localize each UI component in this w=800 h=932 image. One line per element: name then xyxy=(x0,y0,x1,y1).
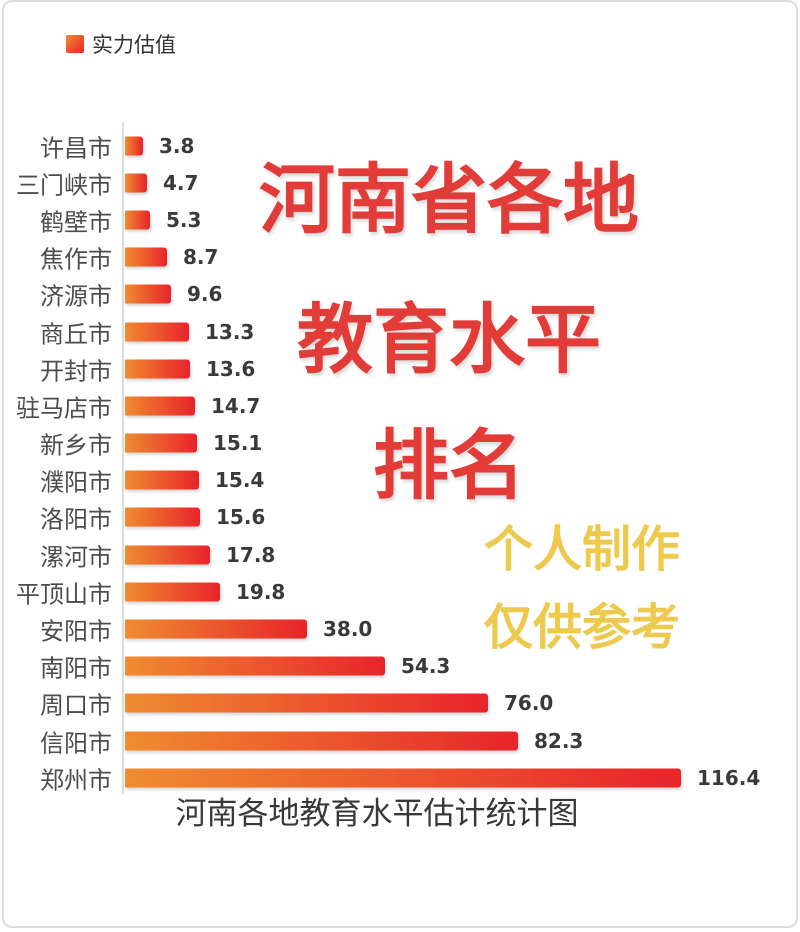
bar xyxy=(125,656,385,676)
value-label: 8.7 xyxy=(183,245,219,270)
bar xyxy=(125,731,518,751)
value-label: 15.6 xyxy=(216,505,266,530)
city-label: 许昌市 xyxy=(40,134,112,163)
bar xyxy=(125,322,189,342)
chart-row: 南阳市 54.3 xyxy=(4,648,796,685)
city-label: 焦作市 xyxy=(40,245,112,274)
chart-row: 洛阳市 15.6 xyxy=(4,499,796,536)
value-label: 4.7 xyxy=(163,170,199,195)
bar xyxy=(125,359,190,379)
bar xyxy=(125,247,167,267)
y-axis-line xyxy=(122,122,124,794)
value-label: 17.8 xyxy=(226,542,276,567)
chart-row: 安阳市 38.0 xyxy=(4,610,796,647)
bar xyxy=(125,470,199,490)
city-label: 新乡市 xyxy=(40,431,112,460)
chart-row: 平顶山市 19.8 xyxy=(4,573,796,610)
chart-row: 三门峡市 4.7 xyxy=(4,164,796,201)
city-label: 南阳市 xyxy=(40,654,112,683)
value-label: 15.1 xyxy=(213,431,263,456)
city-label: 驻马店市 xyxy=(16,394,112,423)
value-label: 5.3 xyxy=(166,207,202,232)
city-label: 漯河市 xyxy=(40,543,112,572)
chart-row: 许昌市 3.8 xyxy=(4,127,796,164)
chart-row: 鹤壁市 5.3 xyxy=(4,201,796,238)
city-label: 安阳市 xyxy=(40,617,112,646)
bar xyxy=(125,693,488,713)
city-label: 济源市 xyxy=(40,282,112,311)
bar xyxy=(125,210,150,230)
city-label: 郑州市 xyxy=(40,766,112,795)
value-label: 13.3 xyxy=(205,319,255,344)
value-label: 54.3 xyxy=(401,654,451,679)
bar xyxy=(125,396,195,416)
bar xyxy=(125,136,143,156)
bar xyxy=(125,173,147,193)
chart-rows: 许昌市 3.8 三门峡市 4.7 鹤壁市 5.3 焦作市 8.7 济源市 9.6… xyxy=(4,127,796,796)
bar xyxy=(125,582,220,602)
chart-row: 新乡市 15.1 xyxy=(4,425,796,462)
value-label: 76.0 xyxy=(504,691,554,716)
chart-row: 济源市 9.6 xyxy=(4,276,796,313)
chart-row: 漯河市 17.8 xyxy=(4,536,796,573)
legend: 实力估值 xyxy=(66,29,176,59)
value-label: 9.6 xyxy=(187,282,223,307)
value-label: 13.6 xyxy=(206,356,256,381)
city-label: 开封市 xyxy=(40,357,112,386)
value-label: 14.7 xyxy=(211,393,261,418)
value-label: 82.3 xyxy=(534,728,584,753)
value-label: 15.4 xyxy=(215,468,265,493)
bar xyxy=(125,507,200,527)
chart-row: 周口市 76.0 xyxy=(4,685,796,722)
chart-row: 驻马店市 14.7 xyxy=(4,387,796,424)
value-label: 3.8 xyxy=(159,133,195,158)
bar xyxy=(125,545,210,565)
legend-label: 实力估值 xyxy=(92,33,176,57)
chart-row: 商丘市 13.3 xyxy=(4,313,796,350)
chart-row: 开封市 13.6 xyxy=(4,350,796,387)
city-label: 濮阳市 xyxy=(40,468,112,497)
chart-row: 郑州市 116.4 xyxy=(4,759,796,796)
city-label: 三门峡市 xyxy=(16,171,112,200)
value-label: 116.4 xyxy=(697,765,761,790)
city-label: 商丘市 xyxy=(40,320,112,349)
bar xyxy=(125,284,171,304)
bar xyxy=(125,619,307,639)
chart-row: 信阳市 82.3 xyxy=(4,722,796,759)
chart-row: 濮阳市 15.4 xyxy=(4,462,796,499)
value-label: 19.8 xyxy=(236,579,286,604)
chart-row: 焦作市 8.7 xyxy=(4,239,796,276)
value-label: 38.0 xyxy=(323,617,373,642)
chart-bottom-title: 河南各地教育水平估计统计图 xyxy=(175,796,579,832)
city-label: 信阳市 xyxy=(40,729,112,758)
bar-chart: 许昌市 3.8 三门峡市 4.7 鹤壁市 5.3 焦作市 8.7 济源市 9.6… xyxy=(4,122,796,796)
city-label: 周口市 xyxy=(40,691,112,720)
city-label: 平顶山市 xyxy=(16,580,112,609)
city-label: 鹤壁市 xyxy=(40,208,112,237)
legend-swatch-icon xyxy=(66,35,84,53)
bar xyxy=(125,433,197,453)
city-label: 洛阳市 xyxy=(40,505,112,534)
bar xyxy=(125,768,681,788)
